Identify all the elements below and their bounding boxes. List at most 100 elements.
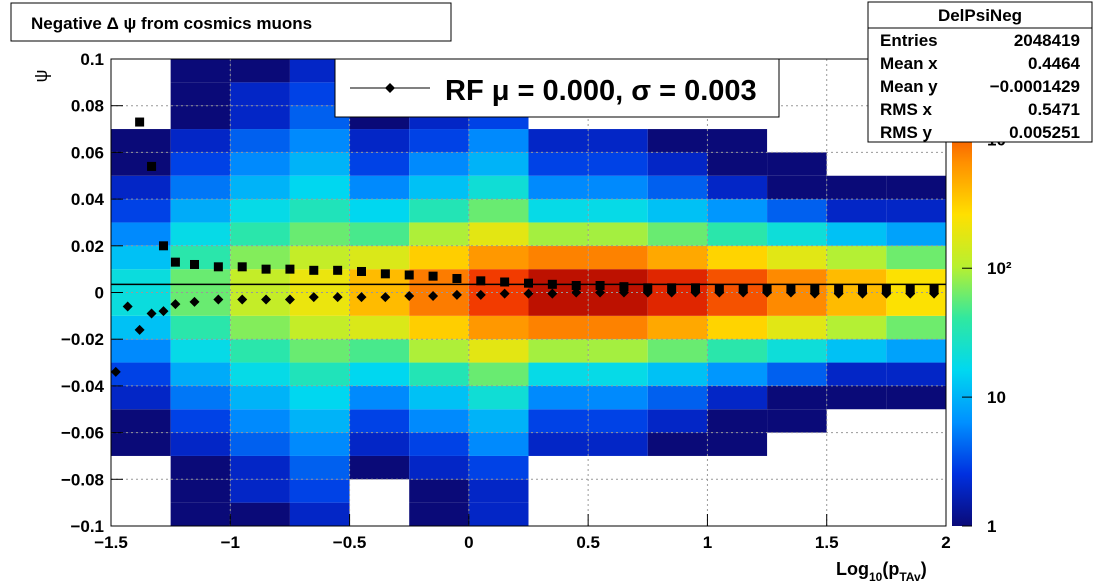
heatmap-cell bbox=[111, 409, 171, 433]
heatmap-cell bbox=[528, 409, 589, 433]
heatmap-cell bbox=[111, 269, 171, 293]
heatmap-cell bbox=[170, 502, 231, 526]
heatmap-cell bbox=[111, 199, 171, 223]
heatmap-cell bbox=[349, 152, 410, 176]
heatmap-cell bbox=[647, 385, 708, 410]
heatmap-cell bbox=[170, 59, 231, 83]
heatmap-cell bbox=[349, 315, 410, 340]
heatmap-cell bbox=[289, 479, 350, 503]
square-marker bbox=[452, 273, 462, 283]
heatmap-cell bbox=[170, 175, 231, 200]
heatmap-cell bbox=[289, 152, 350, 176]
heatmap-cell bbox=[528, 129, 589, 153]
heatmap-cell bbox=[826, 175, 887, 200]
heatmap-cell bbox=[826, 222, 887, 246]
heatmap-cell bbox=[230, 455, 290, 480]
heatmap-cell bbox=[170, 432, 231, 456]
heatmap-cell bbox=[409, 152, 469, 176]
heatmap bbox=[111, 59, 946, 526]
heatmap-cell bbox=[647, 129, 708, 153]
heatmap-cell bbox=[707, 432, 768, 456]
square-marker bbox=[237, 262, 247, 272]
heatmap-cell bbox=[588, 432, 648, 456]
square-marker bbox=[261, 264, 271, 274]
heatmap-cell bbox=[111, 175, 171, 200]
heatmap-cell bbox=[528, 362, 589, 386]
heatmap-cell bbox=[170, 362, 231, 386]
y-tick-label: 0.04 bbox=[71, 190, 105, 209]
heatmap-cell bbox=[528, 222, 589, 246]
heatmap-cell bbox=[468, 455, 529, 480]
heatmap-cell bbox=[409, 315, 469, 340]
heatmap-cell bbox=[588, 339, 648, 363]
heatmap-cell bbox=[588, 199, 648, 223]
heatmap-cell bbox=[230, 339, 290, 363]
heatmap-cell bbox=[289, 385, 350, 410]
square-marker bbox=[619, 282, 629, 292]
heatmap-cell bbox=[349, 245, 410, 270]
stats-label: Entries bbox=[880, 31, 938, 50]
heatmap-cell bbox=[468, 222, 529, 246]
square-marker bbox=[500, 277, 510, 287]
heatmap-cell bbox=[647, 222, 708, 246]
diamond-marker bbox=[595, 287, 606, 298]
square-marker bbox=[170, 257, 180, 267]
heatmap-cell bbox=[528, 152, 589, 176]
heatmap-cell bbox=[468, 269, 529, 293]
heatmap-cell bbox=[767, 339, 827, 363]
heatmap-cell bbox=[647, 362, 708, 386]
heatmap-cell bbox=[647, 315, 708, 340]
heatmap-cell bbox=[170, 199, 231, 223]
heatmap-cell bbox=[647, 152, 708, 176]
heatmap-cell bbox=[349, 175, 410, 200]
heatmap-cell bbox=[707, 245, 768, 270]
square-marker bbox=[135, 117, 145, 127]
x-tick-label: 2 bbox=[941, 533, 950, 552]
diamond-marker bbox=[833, 288, 844, 299]
heatmap-cell bbox=[588, 362, 648, 386]
heatmap-cell bbox=[170, 82, 231, 106]
square-marker bbox=[309, 265, 319, 275]
heatmap-cell bbox=[230, 292, 290, 316]
diamond-marker bbox=[666, 287, 677, 298]
square-marker bbox=[190, 259, 199, 269]
heatmap-cell bbox=[468, 152, 529, 176]
diamond-marker bbox=[809, 288, 820, 299]
x-tick-label: 1 bbox=[703, 533, 712, 552]
heatmap-cell bbox=[111, 362, 171, 386]
heatmap-cell bbox=[349, 199, 410, 223]
heatmap-cell bbox=[767, 362, 827, 386]
diamond-marker bbox=[134, 324, 145, 335]
heatmap-cell bbox=[647, 199, 708, 223]
heatmap-cell bbox=[409, 222, 469, 246]
heatmap-cell bbox=[588, 222, 648, 246]
heatmap-cell bbox=[230, 199, 290, 223]
heatmap-cell bbox=[647, 175, 708, 200]
heatmap-cell bbox=[767, 385, 827, 410]
diamond-marker bbox=[905, 288, 916, 299]
heatmap-cell bbox=[111, 432, 171, 456]
square-marker bbox=[524, 278, 533, 288]
diamond-marker bbox=[380, 292, 391, 303]
stats-value: 0.5471 bbox=[1028, 100, 1080, 119]
heatmap-cell bbox=[468, 385, 529, 410]
diamond-marker bbox=[881, 288, 892, 299]
y-tick-label: 0.06 bbox=[71, 143, 104, 162]
square-marker bbox=[547, 279, 557, 289]
x-tick-label: 1.5 bbox=[815, 533, 839, 552]
heatmap-cell bbox=[468, 292, 529, 316]
x-axis-label-part: TAv bbox=[899, 570, 921, 584]
y-tick-label: 0.08 bbox=[71, 97, 104, 116]
heatmap-cell bbox=[468, 245, 529, 270]
heatmap-cell bbox=[588, 175, 648, 200]
heatmap-cell bbox=[707, 199, 768, 223]
square-marker bbox=[285, 264, 295, 274]
square-marker bbox=[158, 241, 168, 251]
heatmap-cell bbox=[468, 479, 529, 503]
heatmap-cell bbox=[409, 502, 469, 526]
heatmap-cell bbox=[230, 432, 290, 456]
heatmap-cell bbox=[707, 409, 768, 433]
diamond-marker bbox=[213, 294, 224, 305]
stats-label: Mean y bbox=[880, 77, 938, 96]
square-marker bbox=[147, 161, 157, 171]
